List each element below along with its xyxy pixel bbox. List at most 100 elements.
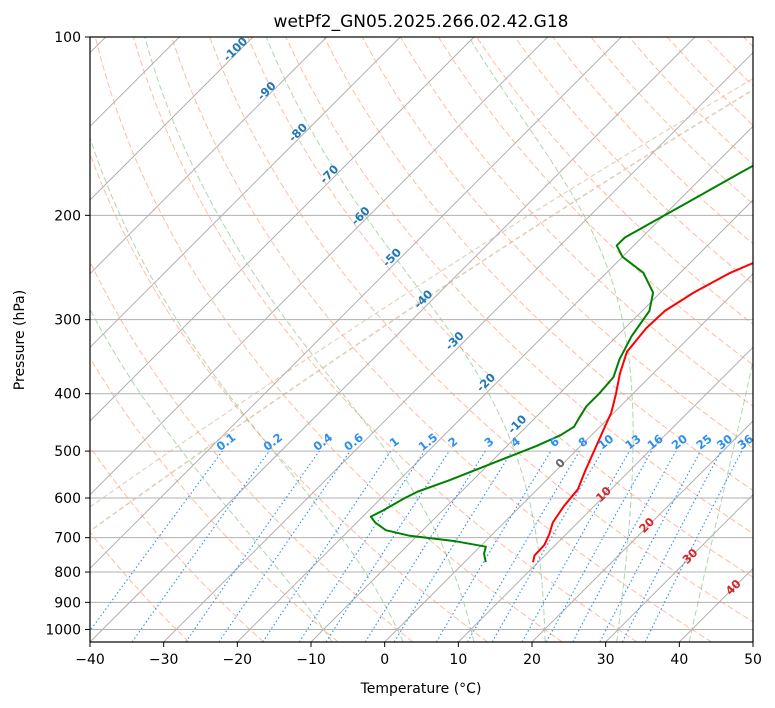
x-tick-label: 20 <box>523 652 541 668</box>
moist-adiabat <box>468 37 634 642</box>
dry-adiabat <box>437 37 753 366</box>
moist-adiabat <box>144 37 475 642</box>
dry-adiabat <box>590 37 753 205</box>
isotherm-gridline <box>163 51 753 642</box>
dry-adiabat <box>247 37 753 578</box>
x-tick-label: −30 <box>149 652 179 668</box>
mixing-ratio-line <box>218 450 351 642</box>
mixing-ratio-label: 25 <box>693 432 714 453</box>
mixing-ratio-label: 0.4 <box>310 430 335 454</box>
mixing-ratio-label: 8 <box>576 434 591 450</box>
dry-adiabat <box>90 531 190 642</box>
dry-adiabat <box>90 356 339 642</box>
mixing-ratio-label: 0.6 <box>341 430 366 454</box>
mixing-ratio-line <box>325 450 450 642</box>
dry-adiabat <box>285 37 753 535</box>
theta-e-label: 40 <box>723 577 744 598</box>
dry-adiabat <box>209 37 753 623</box>
plot-area: 0.1 0.2 0.4 0.6 1 1.5 2 3 4 6 8 10 13 16 20 25 30 36-100-… <box>90 34 753 642</box>
mixing-ratio-label: 16 <box>645 432 666 453</box>
x-axis-label: Temperature (°C) <box>360 681 482 697</box>
isotherm-gridline <box>90 37 328 275</box>
mixing-ratio-label: 4 <box>508 434 523 450</box>
grid-lines <box>90 37 753 642</box>
dry-adiabat <box>666 37 753 126</box>
y-tick-label: 100 <box>54 30 81 46</box>
mixing-ratio-line <box>262 450 392 642</box>
y-tick-label: 200 <box>54 208 81 224</box>
mixing-ratio-line <box>131 450 270 642</box>
isotherm-gridline <box>605 493 753 642</box>
isotherm-gridline <box>90 37 254 201</box>
isotherm-value-label: -80 <box>286 120 311 145</box>
mixing-ratio-label: 3 <box>482 434 497 450</box>
x-tick-label: −40 <box>75 652 105 668</box>
isotherm-gridline <box>90 37 401 349</box>
mixing-ratio-label: 20 <box>669 432 690 453</box>
dry-adiabat <box>476 37 753 325</box>
x-tick-label: −20 <box>223 652 253 668</box>
isotherm-value-label: -90 <box>254 79 279 104</box>
y-tick-label: 500 <box>54 444 81 460</box>
plot-frame <box>89 36 754 643</box>
y-tick-label: 1000 <box>45 622 81 638</box>
x-tick-label: 50 <box>744 652 762 668</box>
moist-adiabat <box>90 308 333 642</box>
isotherm-gridline <box>90 37 549 496</box>
isotherm-gridline <box>90 37 475 422</box>
mixing-ratio-line <box>545 450 653 642</box>
mixing-ratio-line <box>90 450 223 632</box>
moist-adiabat <box>688 358 753 642</box>
curved-guide-lines <box>90 78 753 532</box>
isotherm-value-label: -10 <box>505 412 530 437</box>
dry-adiabat <box>90 260 414 642</box>
dewpoint-profile-line <box>369 164 753 563</box>
y-tick-label: 800 <box>54 565 81 581</box>
isotherm-gridline <box>90 37 696 642</box>
dry-adiabat <box>90 446 264 642</box>
x-tick-label: −10 <box>296 652 326 668</box>
y-axis-label: Pressure (hPa) <box>12 290 28 390</box>
moist-adiabat <box>265 37 546 642</box>
dry-adiabats <box>90 37 753 642</box>
x-tick-label: 10 <box>449 652 467 668</box>
dry-adiabat <box>704 37 753 87</box>
isotherm-value-label: -60 <box>348 204 373 229</box>
mixing-ratio-line <box>298 450 425 642</box>
mixing-ratio-line <box>393 450 513 642</box>
isotherm-gridline <box>384 272 753 642</box>
theta-e-label: 30 <box>679 546 700 567</box>
moist-adiabat <box>90 136 404 642</box>
theta-e-label: 0 <box>552 455 568 471</box>
y-tick-label: 400 <box>54 387 81 403</box>
isotherm-gridline <box>90 37 622 570</box>
mixing-ratio-lines <box>90 450 743 642</box>
x-tick-label: 40 <box>670 652 688 668</box>
dry-adiabat <box>94 37 563 642</box>
dry-adiabat <box>552 37 753 245</box>
mixing-ratio-line <box>521 450 630 642</box>
mixing-ratio-label: 2 <box>445 434 460 450</box>
mixing-ratio-line <box>644 450 743 642</box>
y-tick-label: 900 <box>54 595 81 611</box>
curved-guide-line <box>90 88 753 532</box>
chart-title: wetPf2_GN05.2025.266.02.42.G18 <box>274 12 569 32</box>
axis-ticks: −40 −30 −20 −10 0 10 20 30 40 5010020030040050060… <box>45 30 762 668</box>
isotherm-gridline <box>752 641 753 642</box>
isotherm-value-label: -100 <box>220 34 250 64</box>
profile-series <box>369 164 753 563</box>
dry-adiabat <box>399 37 753 407</box>
isotherm-gridline <box>236 125 753 642</box>
curved-guide-line <box>90 78 753 508</box>
x-tick-label: 0 <box>380 652 389 668</box>
mixing-ratio-label: 10 <box>595 432 616 453</box>
dry-adiabat <box>361 37 753 449</box>
temperature-profile-line <box>532 261 753 563</box>
moist-adiabats <box>90 37 753 642</box>
mixing-ratio-line <box>572 450 677 642</box>
mixing-ratio-label: 1 <box>387 434 402 450</box>
y-tick-label: 700 <box>54 531 81 547</box>
mixing-ratio-label: 0.1 <box>214 430 239 454</box>
isotherm-value-label: -50 <box>380 245 405 270</box>
mixing-ratio-label: 13 <box>622 432 643 453</box>
